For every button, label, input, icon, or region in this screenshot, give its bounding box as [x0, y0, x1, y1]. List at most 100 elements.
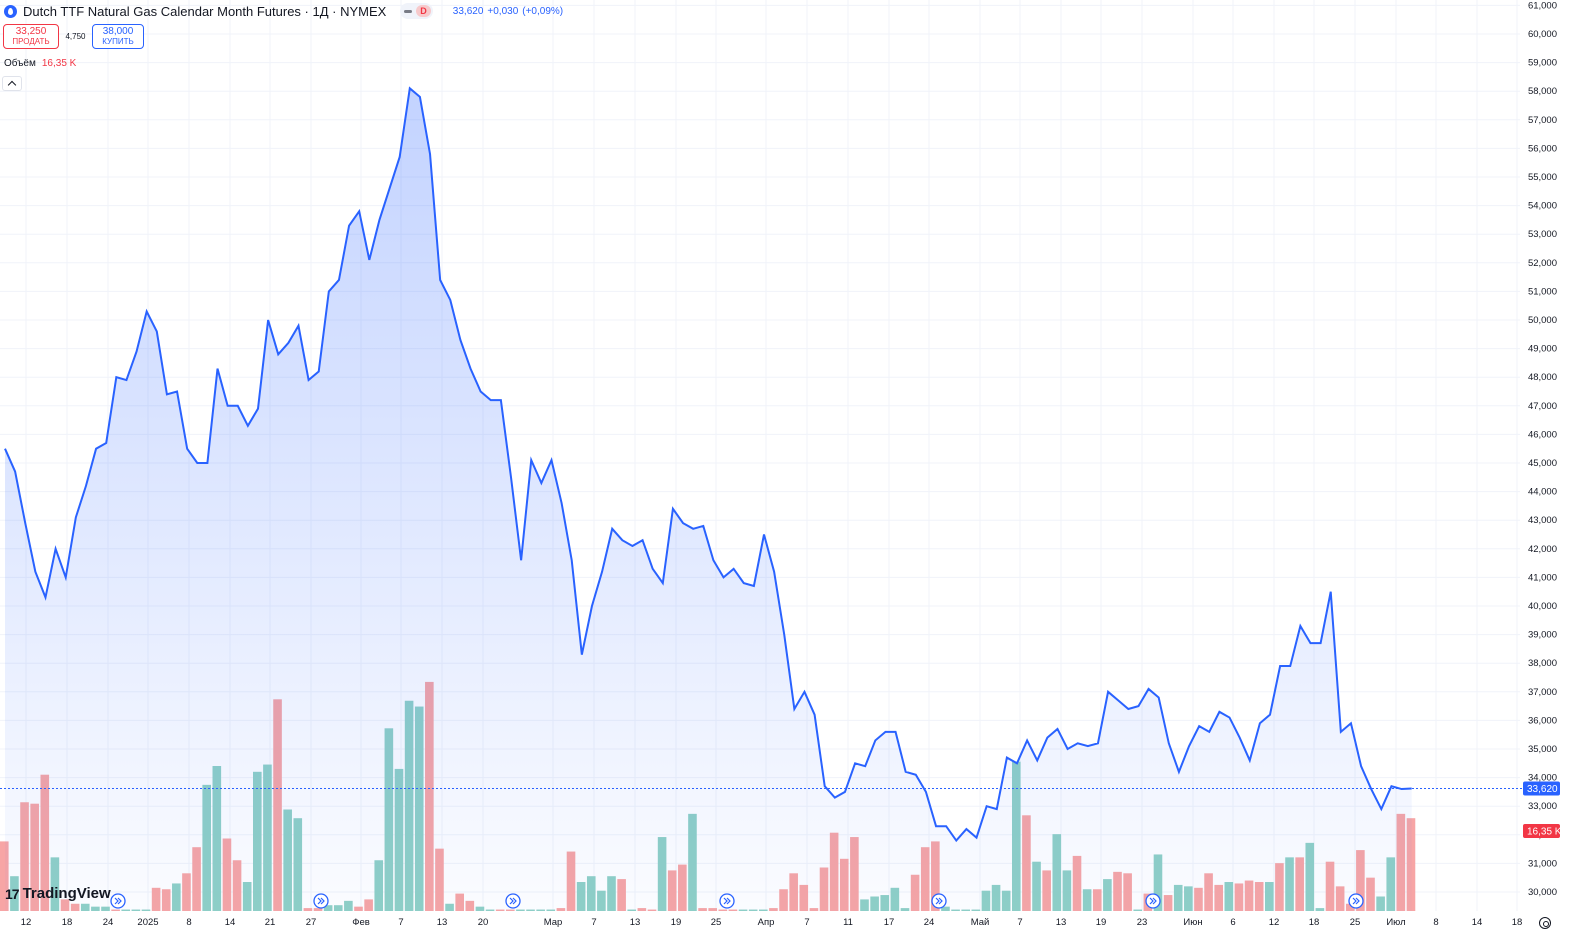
eye-icon[interactable] [402, 5, 414, 17]
volume-value: 16,35 K [41, 58, 77, 69]
price-tick-label: 58,000 [1528, 86, 1557, 97]
price-tick-label: 59,000 [1528, 58, 1557, 69]
price-tick-label: 33,000 [1528, 801, 1557, 812]
time-tick-label: 8 [186, 917, 191, 928]
price-tick-label: 57,000 [1528, 115, 1557, 126]
legend-values: 33,620 +0,030 (+0,09%) [453, 6, 563, 17]
price-tick-label: 55,000 [1528, 172, 1557, 183]
time-tick-label: Июл [1386, 917, 1405, 928]
time-tick-label: 13 [630, 917, 641, 928]
tradingview-logo[interactable]: 17 TradingView [5, 885, 111, 902]
trade-panel: 33,250 ПРОДАТЬ 4,750 38,000 КУПИТЬ [3, 24, 144, 49]
time-tick-label: 19 [671, 917, 682, 928]
volume-tag: 16,35 K [1523, 824, 1562, 838]
price-change: +0,030 [487, 5, 519, 17]
time-tick-label: 14 [1472, 917, 1483, 928]
last-price-tag-text: 33,620 [1527, 784, 1558, 795]
event-markers [110, 893, 1364, 909]
buy-button[interactable]: 38,000 КУПИТЬ [92, 24, 144, 49]
price-axis[interactable]: 30,00031,00032,00033,00034,00035,00036,0… [1528, 0, 1557, 898]
time-tick-label: 7 [804, 917, 809, 928]
price-tick-label: 39,000 [1528, 630, 1557, 641]
tradingview-logo-icon: 17 [5, 885, 20, 902]
sell-button[interactable]: 33,250 ПРОДАТЬ [3, 24, 59, 49]
volume-legend[interactable]: Объём 16,35 K [4, 58, 76, 69]
sell-price: 33,250 [15, 26, 47, 37]
volume-bar [0, 841, 9, 911]
time-tick-label: 20 [478, 917, 489, 928]
logo-text: TradingView [22, 885, 111, 902]
price-tick-label: 56,000 [1528, 143, 1557, 154]
price-tick-label: 48,000 [1528, 372, 1557, 383]
price-change-pct: (+0,09%) [522, 5, 564, 17]
time-tick-label: 6 [1230, 917, 1235, 928]
time-tick-label: Мар [544, 917, 563, 928]
price-tick-label: 47,000 [1528, 401, 1557, 412]
price-tick-label: 61,000 [1528, 0, 1557, 11]
time-tick-label: 8 [1433, 917, 1438, 928]
event-marker-icon[interactable] [505, 893, 521, 909]
visibility-pill[interactable]: D [400, 3, 433, 19]
time-tick-label: 2025 [137, 917, 158, 928]
volume-tag-text: 16,35 K [1527, 827, 1562, 838]
price-tick-label: 35,000 [1528, 744, 1557, 755]
event-marker-icon[interactable] [1145, 893, 1161, 909]
price-tick-label: 41,000 [1528, 572, 1557, 583]
sell-label: ПРОДАТЬ [12, 37, 50, 46]
time-tick-label: 19 [1096, 917, 1107, 928]
last-price: 33,620 [452, 5, 484, 17]
time-tick-label: 18 [1309, 917, 1320, 928]
price-tick-label: 37,000 [1528, 687, 1557, 698]
price-tick-label: 51,000 [1528, 286, 1557, 297]
time-tick-label: 18 [1512, 917, 1523, 928]
price-tick-label: 40,000 [1528, 601, 1557, 612]
symbol-title[interactable]: Dutch TTF Natural Gas Calendar Month Fut… [23, 3, 387, 19]
time-tick-label: Фев [352, 917, 370, 928]
event-marker-icon[interactable] [719, 893, 735, 909]
buy-price: 38,000 [102, 26, 134, 37]
time-tick-label: 23 [1137, 917, 1148, 928]
data-badge[interactable]: D [416, 5, 431, 17]
chevron-up-icon [7, 80, 17, 90]
price-tick-label: 30,000 [1528, 887, 1557, 898]
time-tick-label: 13 [437, 917, 448, 928]
event-marker-icon[interactable] [313, 893, 329, 909]
buy-label: КУПИТЬ [102, 37, 134, 46]
time-tick-label: 25 [711, 917, 722, 928]
time-tick-label: 12 [21, 917, 32, 928]
time-tick-label: Июн [1183, 917, 1202, 928]
event-marker-icon[interactable] [931, 893, 947, 909]
collapse-legend-button[interactable] [2, 76, 22, 91]
time-tick-label: 14 [225, 917, 236, 928]
last-price-tag: 33,620 [1523, 781, 1560, 796]
time-tick-label: 7 [398, 917, 403, 928]
spread-value: 4,750 [65, 32, 86, 41]
time-tick-label: Апр [758, 917, 775, 928]
price-tick-label: 38,000 [1528, 658, 1557, 669]
event-marker-icon[interactable] [1348, 893, 1364, 909]
time-tick-label: 17 [884, 917, 895, 928]
gear-icon[interactable] [1539, 917, 1551, 929]
time-tick-label: 12 [1269, 917, 1280, 928]
time-tick-label: 7 [1017, 917, 1022, 928]
time-tick-label: 18 [62, 917, 73, 928]
time-tick-label: 25 [1350, 917, 1361, 928]
time-tick-label: 24 [924, 917, 935, 928]
price-tick-label: 46,000 [1528, 429, 1557, 440]
price-tick-label: 43,000 [1528, 515, 1557, 526]
event-marker-icon[interactable] [110, 893, 126, 909]
price-tick-label: 42,000 [1528, 544, 1557, 555]
symbol-legend[interactable]: Dutch TTF Natural Gas Calendar Month Fut… [4, 3, 563, 19]
price-tick-label: 36,000 [1528, 715, 1557, 726]
price-tick-label: 52,000 [1528, 258, 1557, 269]
time-tick-label: 21 [265, 917, 276, 928]
price-tick-label: 44,000 [1528, 487, 1557, 498]
time-axis[interactable]: 12 18 24 2025 8 14 21 27 Фев 7 13 20 Мар 7 13 19 25 Апр 7 1… [21, 917, 1523, 928]
price-tick-label: 53,000 [1528, 229, 1557, 240]
price-tick-label: 31,000 [1528, 858, 1557, 869]
gas-flame-icon [4, 4, 17, 18]
price-tick-label: 54,000 [1528, 201, 1557, 212]
price-line [4, 86, 1412, 843]
time-tick-label: Май [971, 917, 990, 928]
